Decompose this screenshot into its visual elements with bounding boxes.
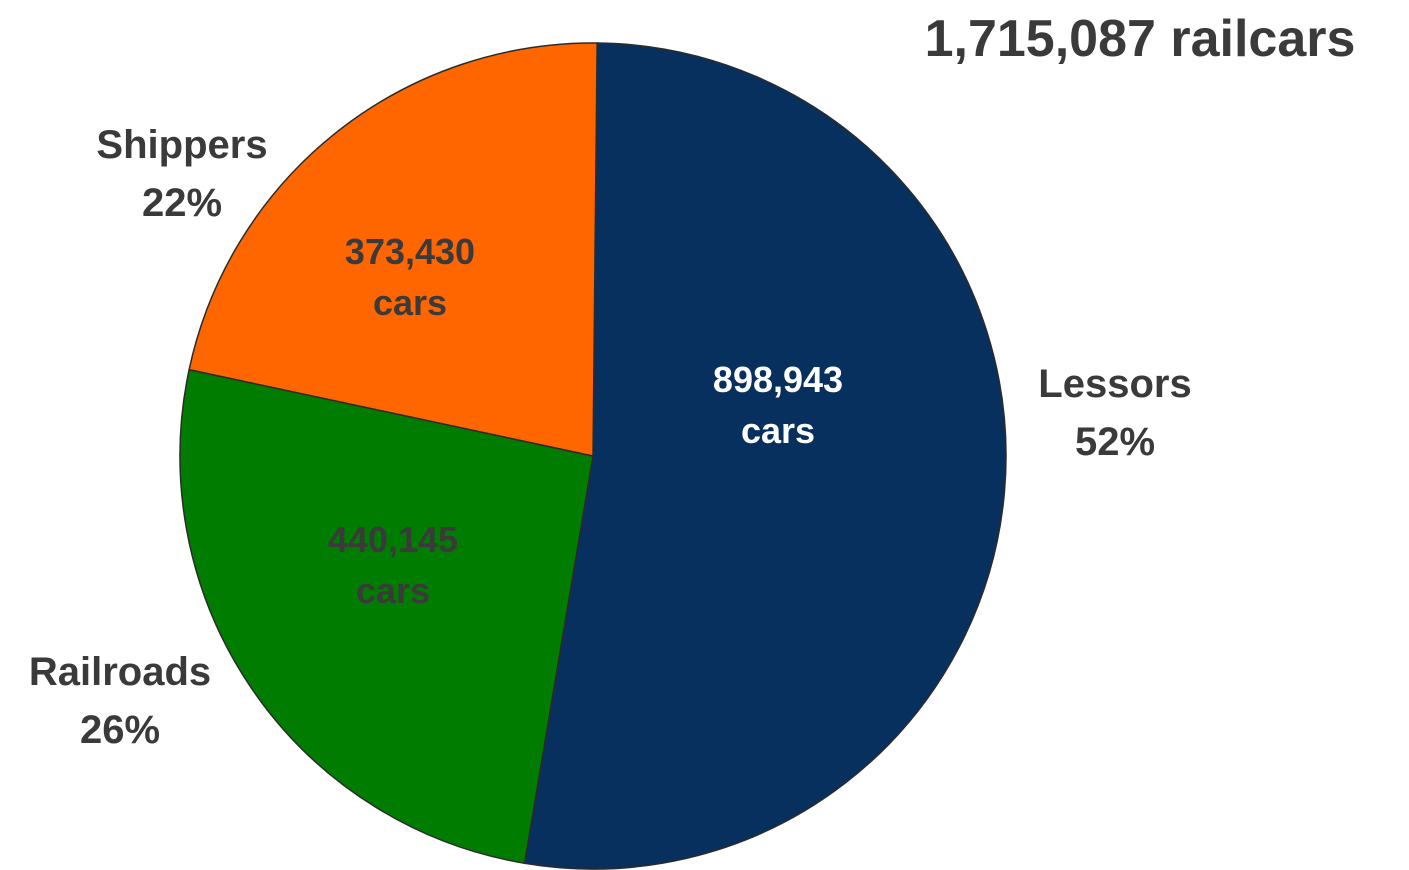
slice-value-label-railroads-value: 440,145 (328, 519, 458, 560)
pie-slice-railroads (179, 368, 594, 865)
slice-percent-label-railroads: 26% (80, 708, 160, 752)
slice-category-label-railroads: Railroads (29, 650, 211, 694)
slice-percent-label-lessors: 52% (1075, 420, 1155, 464)
slice-category-label-shippers: Shippers (96, 123, 267, 167)
slices-layer (179, 42, 1007, 870)
slice-percent-label-shippers: 22% (142, 181, 222, 225)
slice-value-label-shippers-value: 373,430 (345, 231, 475, 272)
labels-layer: 898,943 cars 440,145 cars 373,430 cars Lessors… (29, 123, 1192, 752)
chart-title: 1,715,087 railcars (925, 10, 1356, 68)
slice-value-label-shippers-unit: cars (373, 282, 447, 323)
slice-value-label-railroads-unit: cars (356, 570, 430, 611)
pie-slice-shippers (188, 42, 598, 457)
slice-category-label-lessors: Lessors (1038, 362, 1191, 406)
slice-value-label-lessors-value: 898,943 (713, 359, 843, 400)
slice-value-label-lessors-unit: cars (741, 410, 815, 451)
pie-slice-lessors (523, 42, 1007, 870)
